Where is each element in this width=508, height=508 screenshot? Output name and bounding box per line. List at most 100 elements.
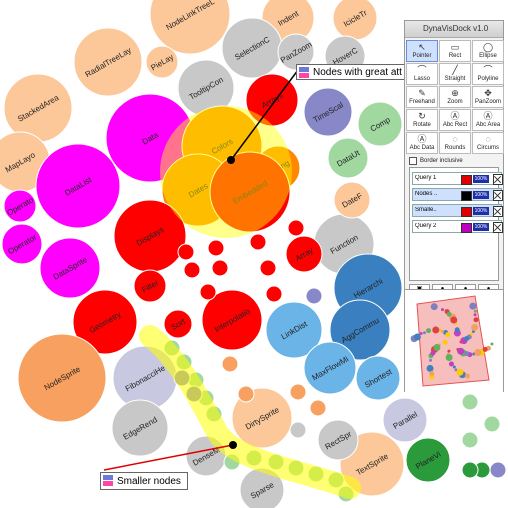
node-bubble[interactable]: Array [285,235,323,273]
node-circle[interactable] [111,399,169,457]
node-bubble[interactable]: PieLay [145,45,179,79]
dock-title[interactable]: DynaVisDock v1.0 [405,21,503,38]
node-bubble[interactable]: DataSprite [39,237,101,299]
node-circle[interactable] [405,437,451,483]
tool-abc-data[interactable]: Ⓐ Abc Data [406,132,438,154]
query-delete-icon[interactable] [493,190,503,201]
node-circle[interactable] [327,137,369,179]
node-circle[interactable] [333,181,371,219]
node-circle[interactable] [355,355,401,401]
node-circle[interactable] [303,87,353,137]
query-opacity[interactable]: 100% [473,223,489,231]
node-circle[interactable] [209,151,291,233]
callout-nodes-great-attention[interactable]: Nodes with great att [296,64,408,80]
query-name[interactable]: Query 1 [415,175,437,181]
query-row[interactable]: Query 2 100% [412,220,503,233]
node-bubble[interactable]: Sort [163,309,193,339]
vis-dock-panel[interactable]: DynaVisDock v1.0 ↖ Pointer ▭ Rect ◯ Ellipse ⌒ L… [404,20,504,392]
node-circle[interactable] [329,299,391,361]
tool-zoom[interactable]: ⊕ Zoom [439,86,471,108]
tool-freehand[interactable]: ✎ Freehand [406,86,438,108]
small-node-circle[interactable] [461,393,479,411]
node-bubble[interactable]: StackedArea [3,73,73,143]
node-bubble[interactable]: LinkDist [265,301,323,359]
node-bubble[interactable]: NodeLinkTreeL [149,0,231,55]
query-color-swatch[interactable] [461,175,472,185]
node-bubble[interactable]: TooltipCon [177,59,235,117]
tool-panzoom[interactable]: ✥ PanZoom [472,86,504,108]
node-bubble[interactable]: Sparse [239,467,285,508]
node-bubble[interactable]: MaxFlowMi [303,341,357,395]
node-bubble[interactable]: AggCommu [329,299,391,361]
node-bubble[interactable]: PlaneVi [405,437,451,483]
node-bubble[interactable]: NodeSprite [17,333,107,423]
query-delete-icon[interactable] [493,174,503,185]
query-name[interactable]: Query 2 [415,223,437,229]
query-list[interactable]: Query 1 100% Nodes ... 100% Smalle... 100% Que… [409,167,503,281]
small-node-circle[interactable] [287,219,305,237]
tool-polyline[interactable]: ⌒ Polyline [472,63,504,85]
query-name[interactable]: Smalle... [415,207,437,213]
small-node-circle[interactable] [183,261,201,279]
node-bubble[interactable]: PanZoom [277,33,315,71]
node-circle[interactable] [39,237,101,299]
query-color-swatch[interactable] [461,223,472,233]
border-inclusive-checkbox[interactable] [409,157,417,165]
small-node-circle[interactable] [461,431,479,449]
query-color-swatch[interactable] [461,191,472,201]
node-bubble[interactable]: TimeScal [303,87,353,137]
node-circle[interactable] [72,289,138,355]
query-opacity[interactable]: 100% [473,191,489,199]
query-delete-icon[interactable] [493,206,503,217]
small-node-circle[interactable] [461,461,479,479]
query-row[interactable]: Nodes ... 100% [412,188,503,201]
node-bubble[interactable]: DateF [333,181,371,219]
small-node-circle[interactable] [483,415,501,433]
query-color-swatch[interactable] [461,207,472,217]
tool-rounds[interactable]: ◌ Rounds [439,132,471,154]
node-bubble[interactable]: Interpolatio [201,289,263,351]
minimap-viewport[interactable] [416,295,490,387]
node-bubble[interactable]: Filter [133,269,167,303]
tool-straight[interactable]: ╱ Straight [439,63,471,85]
node-circle[interactable] [73,27,143,97]
tool-lasso[interactable]: ⌒ Lasso [406,63,438,85]
tool-pointer[interactable]: ↖ Pointer [406,40,438,62]
small-node-circle[interactable] [237,385,255,403]
overview-minimap[interactable] [405,289,503,392]
small-node-circle[interactable] [249,233,267,251]
node-circle[interactable] [133,269,167,303]
node-circle[interactable] [145,45,179,79]
node-bubble[interactable]: Comp [357,101,403,147]
query-name[interactable]: Nodes ... [415,191,437,197]
node-bubble[interactable]: EdgeRend [111,399,169,457]
small-node-circle[interactable] [289,421,307,439]
small-node-circle[interactable] [489,461,507,479]
small-node-circle[interactable] [305,287,323,305]
tool-abc-rect[interactable]: Ⓐ Abc Rect [439,109,471,131]
small-node-circle[interactable] [309,399,327,417]
node-bubble[interactable]: Shortest [355,355,401,401]
tool-ellipse[interactable]: ◯ Ellipse [472,40,504,62]
node-bubble[interactable]: SelectionC [221,17,283,79]
node-circle[interactable] [17,333,107,423]
query-row[interactable]: Smalle... 100% [412,204,503,217]
tool-rect[interactable]: ▭ Rect [439,40,471,62]
node-circle[interactable] [265,301,323,359]
small-node-circle[interactable] [211,259,229,277]
node-bubble[interactable]: DataUt [327,137,369,179]
small-node-circle[interactable] [207,239,225,257]
query-row[interactable]: Query 1 100% [412,172,503,185]
small-node-circle[interactable] [289,383,307,401]
node-bubble[interactable]: Embedded [209,151,291,233]
node-circle[interactable] [317,419,359,461]
query-opacity[interactable]: 100% [473,207,489,215]
node-bubble[interactable]: DataList [35,143,121,229]
node-bubble[interactable]: Operator [1,223,43,265]
node-bubble[interactable]: Displays [113,199,187,273]
border-inclusive-option[interactable]: Border inclusive [405,156,503,166]
node-bubble[interactable]: Operato [3,189,37,223]
tool-abc-area[interactable]: Ⓐ Abc Area [472,109,504,131]
